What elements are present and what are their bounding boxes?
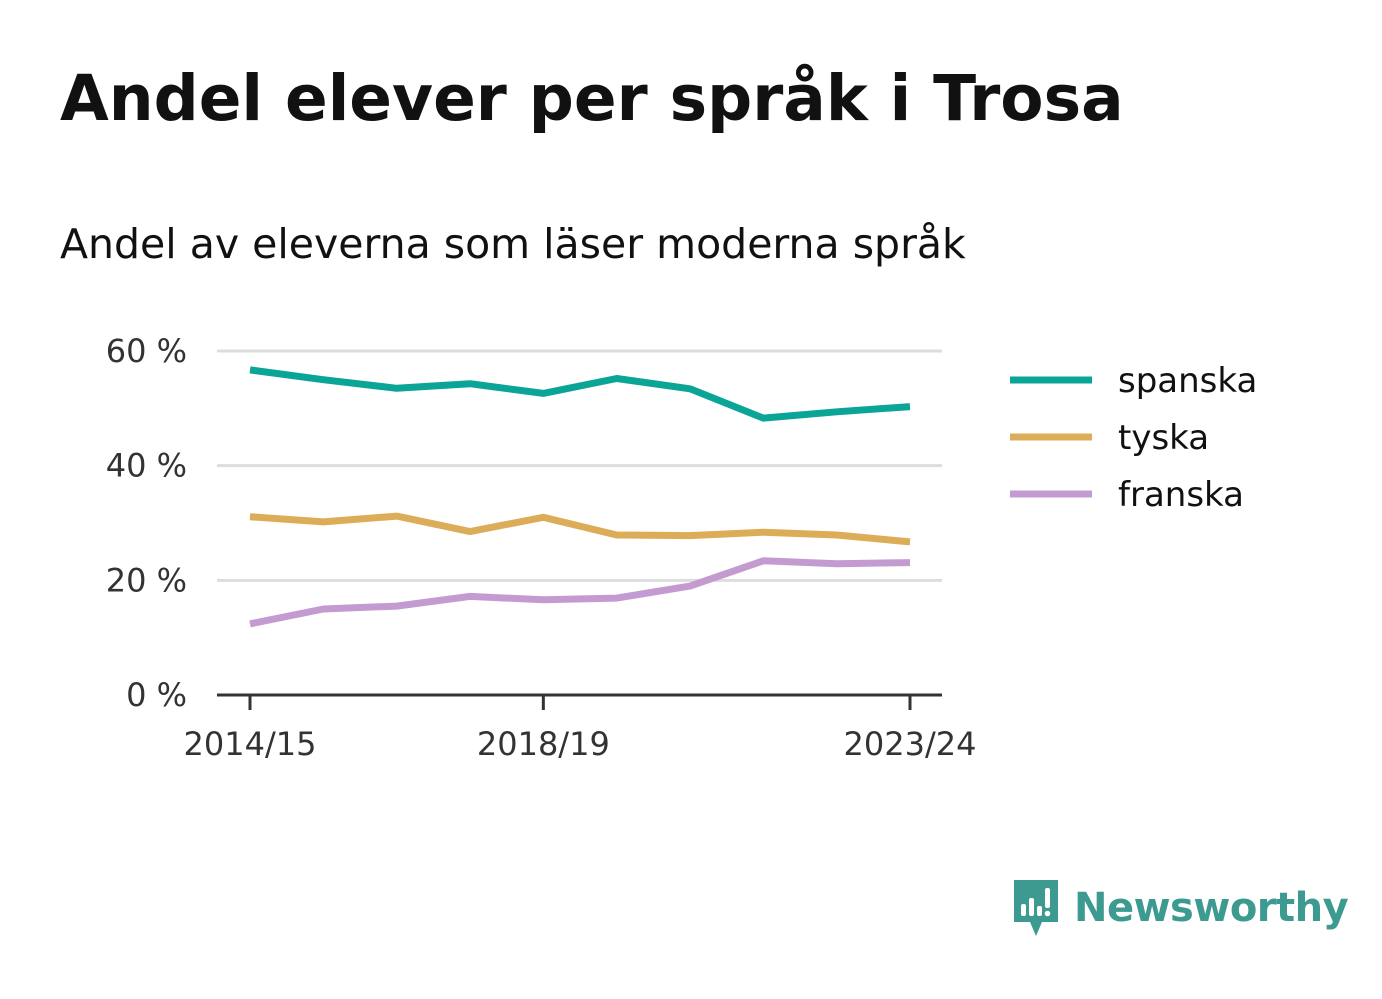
chart-title: Andel elever per språk i Trosa [60,62,1124,135]
y-tick-label: 0 % [126,676,187,714]
legend-label-tyska: tyska [1118,418,1209,458]
x-axis: 2014/15 2018/19 2023/24 [184,693,977,763]
legend-label-spanska: spanska [1118,361,1257,401]
chart-subtitle: Andel av eleverna som läser moderna språ… [60,220,966,268]
x-tick-label: 2014/15 [184,725,317,763]
x-tick-label: 2018/19 [477,725,610,763]
legend: spanska tyska franska [1010,361,1257,515]
y-axis: 0 % 20 % 40 % 60 % [106,332,187,714]
y-tick-label: 40 % [106,447,187,485]
legend-label-franska: franska [1118,475,1244,515]
newsworthy-logo: Newsworthy [1012,878,1349,938]
x-tick-label: 2023/24 [844,725,977,763]
grid-lines [217,349,942,582]
series-line-spanska [249,366,911,422]
y-tick-label: 60 % [106,332,187,370]
y-tick-label: 20 % [106,561,187,599]
brand-name: Newsworthy [1074,885,1349,931]
newsworthy-logo-icon [1014,880,1058,936]
series-line-tyska [249,512,911,546]
series-lines [249,366,911,628]
series-line-franska [249,557,911,628]
